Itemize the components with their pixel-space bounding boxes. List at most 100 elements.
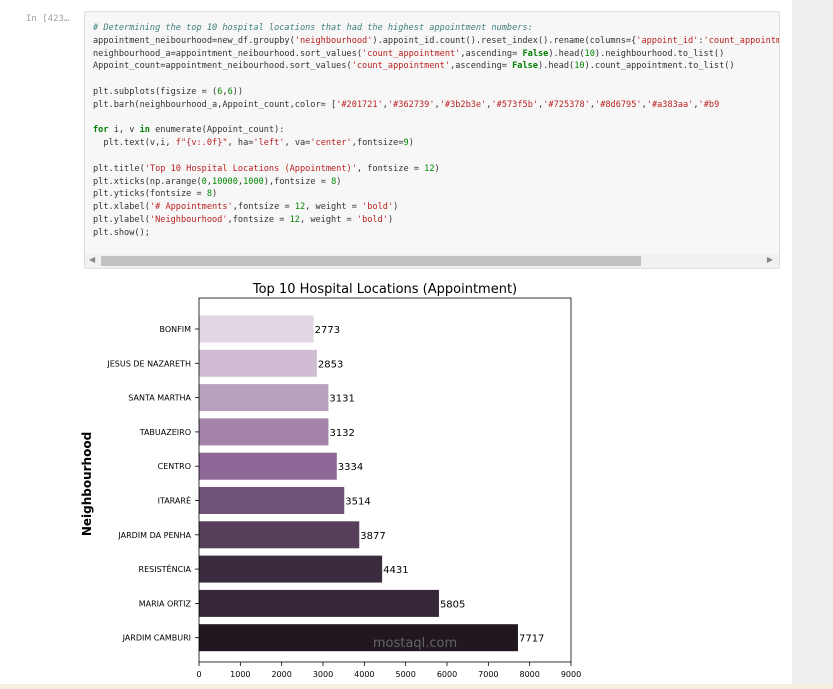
code-token: plt.xticks(np.arange(	[93, 176, 202, 187]
code-token: ,	[641, 99, 647, 110]
code-token: 9	[403, 138, 409, 149]
code-token: 'appoint_id'	[636, 35, 699, 46]
scroll-right-icon[interactable]: ▶	[766, 255, 773, 264]
code-token: ,ascending=	[460, 48, 523, 59]
code-token: 6	[227, 86, 233, 97]
code-token: ).head(	[548, 48, 585, 59]
y-tick-label: TABUAZEIRO	[139, 428, 191, 437]
code-token: :	[698, 35, 704, 46]
code-token: plt.subplots(figsize = (	[93, 86, 218, 97]
code-token: '#b9	[698, 99, 720, 110]
code-token: 1000	[243, 176, 264, 187]
code-token: 0	[201, 176, 207, 187]
y-tick-label: JARDIM CAMBURI	[122, 634, 191, 643]
code-token: appointment_neibourhood=new_df.groupby(	[93, 35, 295, 46]
bar	[199, 384, 329, 412]
code-token: 10	[584, 48, 595, 59]
code-token: ,	[693, 99, 699, 110]
bar	[199, 624, 518, 652]
data-label: 5805	[440, 599, 465, 610]
code-token: )	[336, 176, 342, 187]
bar	[199, 555, 383, 583]
code-token: 12	[294, 202, 306, 213]
code-token: ,	[486, 99, 492, 110]
data-label: 3877	[360, 531, 385, 542]
watermark: mostaql.com	[373, 636, 457, 651]
code-token: , weight =	[299, 214, 357, 225]
code-token: False	[512, 61, 538, 72]
x-tick-label: 7000	[478, 670, 498, 679]
code-token: ,	[589, 99, 596, 110]
code-token: 8	[206, 189, 213, 200]
code-token: '#8d6795'	[595, 99, 642, 110]
bar	[199, 315, 314, 343]
code-line: plt.xticks(np.arange(0,10000,1000),fonts…	[93, 176, 779, 189]
code-token: 'count_appointment'	[351, 61, 451, 72]
code-line	[93, 150, 779, 163]
bar	[199, 349, 317, 377]
code-token: in	[139, 125, 150, 136]
code-token: for	[93, 125, 109, 136]
code-token: , weight =	[305, 202, 363, 213]
code-line: plt.yticks(fontsize = 8)	[93, 188, 779, 201]
code-editor[interactable]: # Determining the top 10 hospital locati…	[93, 22, 779, 240]
x-tick-label: 3000	[313, 670, 333, 679]
data-label: 3131	[329, 394, 354, 405]
data-label: 2853	[318, 359, 343, 370]
code-token: '#201721'	[336, 99, 383, 110]
horizontal-scrollbar[interactable]: ◀ ▶	[85, 254, 779, 268]
code-token: ,	[538, 99, 544, 110]
code-token: plt.yticks(fontsize =	[93, 189, 207, 200]
code-token: ,	[222, 86, 228, 97]
data-label: 7717	[519, 634, 544, 645]
x-tick-label: 9000	[561, 670, 581, 679]
code-line: plt.subplots(figsize = (6,6))	[93, 86, 779, 99]
code-token: )	[393, 202, 399, 213]
code-token: ,fontsize=	[351, 138, 404, 149]
code-token: Appoint_count=appointment_neibourhood.so…	[93, 61, 352, 72]
code-line: neighbourhood_a=appointment_neibourhood.…	[93, 48, 779, 61]
code-line	[93, 112, 779, 125]
code-token: 8	[331, 176, 337, 187]
scroll-left-icon[interactable]: ◀	[89, 255, 96, 264]
code-token: plt.show();	[93, 227, 150, 238]
scrollbar-thumb[interactable]	[101, 256, 641, 266]
code-line: plt.barh(neighbourhood_a,Appoint_count,c…	[93, 99, 779, 112]
code-line: # Determining the top 10 hospital locati…	[93, 22, 779, 35]
code-line: for i, v in enumerate(Appoint_count):	[93, 124, 779, 137]
code-token: )	[408, 138, 414, 149]
x-tick-label: 4000	[354, 670, 374, 679]
plot-frame	[198, 297, 572, 663]
code-token: plt.text(v,i,	[93, 138, 176, 149]
y-tick-label: MARIA ORTIZ	[139, 599, 192, 608]
chart-title: Top 10 Hospital Locations (Appointment)	[252, 282, 517, 297]
bar	[199, 589, 439, 617]
data-label: 3514	[345, 497, 370, 508]
y-axis-label: Neighbourhood	[80, 432, 94, 536]
bottom-strip	[0, 684, 833, 689]
data-label: 3132	[329, 428, 354, 439]
code-token: ,ascending=	[450, 61, 513, 72]
x-tick-label: 8000	[519, 670, 539, 679]
right-panel	[792, 0, 833, 689]
code-line: appointment_neibourhood=new_df.groupby('…	[93, 35, 779, 48]
code-token: enumerate(Appoint_count):	[149, 125, 285, 136]
y-tick-label: SANTA MARTHA	[128, 394, 191, 403]
x-tick-label: 0	[196, 670, 201, 679]
code-token: ,	[434, 99, 440, 110]
code-token: ,fontsize =	[227, 214, 290, 225]
code-token: ,	[237, 176, 244, 187]
code-token: 'count_appointment'	[703, 35, 779, 46]
y-tick-label: CENTRO	[158, 462, 191, 471]
x-tick-label: 5000	[395, 670, 415, 679]
code-token: 'Neighbourhood'	[149, 214, 228, 225]
code-cell[interactable]: # Determining the top 10 hospital locati…	[84, 11, 780, 269]
code-token: '#362739'	[387, 99, 435, 110]
code-token: ,	[206, 176, 213, 187]
code-token: 'neighbourhood'	[294, 35, 373, 46]
code-token: f"{v:.0f}"	[175, 138, 228, 149]
code-token: i, v	[108, 125, 140, 136]
code-token: 'count_appointment'	[362, 48, 461, 59]
code-token: ).head(	[537, 61, 575, 72]
y-tick-label: RESISTÊNCIA	[139, 563, 192, 574]
